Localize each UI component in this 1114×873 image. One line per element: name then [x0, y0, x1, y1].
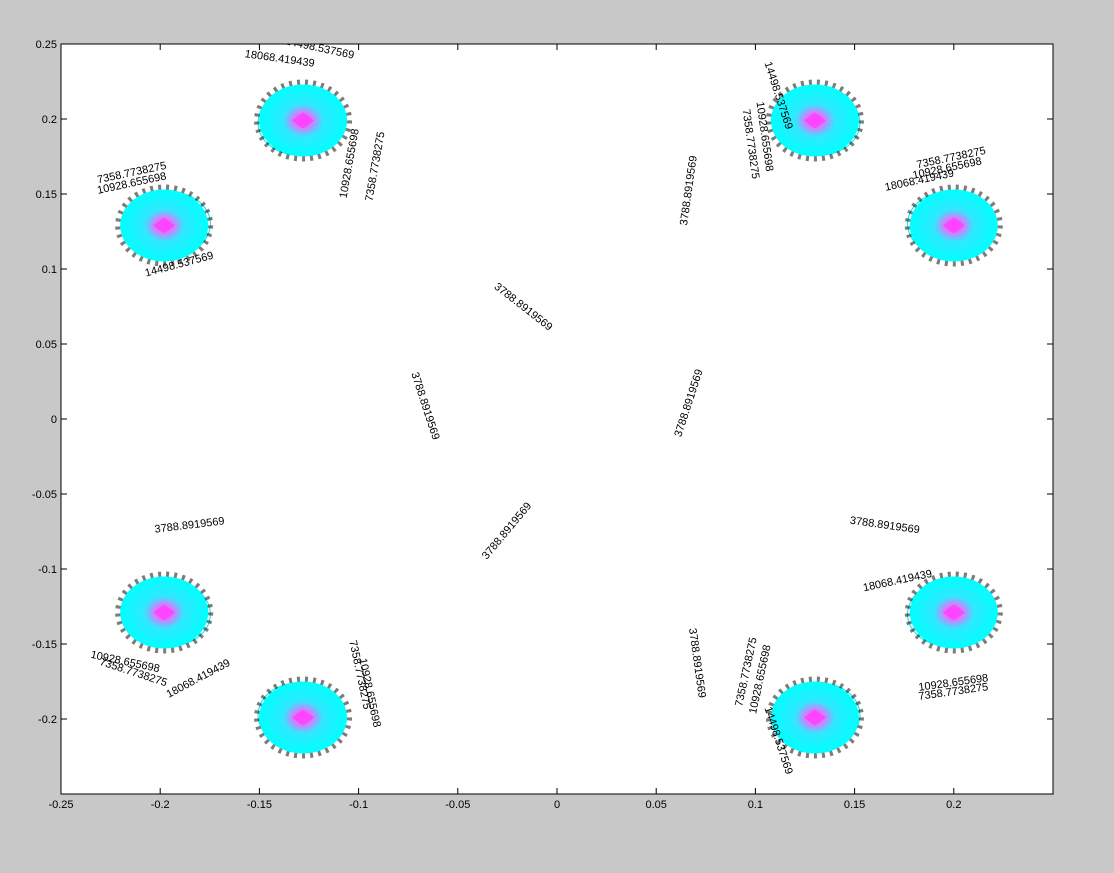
y-axis: 0.25 0.2 0.15 0.1 0.05 0 -0.05 -0.1 -0.15 -0.2	[32, 39, 1053, 726]
y-tick-label: -0.05	[32, 489, 57, 501]
peak-marker	[153, 217, 176, 234]
plot-area	[61, 44, 1053, 794]
label-clutter	[765, 676, 864, 759]
peak-marker	[292, 112, 315, 129]
x-tick-label: -0.2	[151, 799, 170, 811]
label-clutter	[115, 184, 214, 267]
y-tick-label: 0.2	[42, 114, 57, 126]
y-tick-label: -0.2	[38, 714, 57, 726]
x-tick-label: 0.1	[748, 799, 763, 811]
peak-marker	[292, 709, 315, 726]
y-tick-label: -0.1	[38, 564, 57, 576]
peak-marker	[942, 217, 965, 234]
x-tick-label: 0.15	[844, 799, 865, 811]
source-peaks	[115, 79, 1003, 759]
y-tick-label: 0.25	[36, 39, 57, 51]
x-tick-label: 0.2	[946, 799, 961, 811]
label-clutter	[115, 571, 214, 654]
x-tick-label: -0.25	[48, 799, 73, 811]
label-clutter	[254, 79, 353, 162]
x-tick-label: 0.05	[645, 799, 666, 811]
peak-marker	[803, 709, 826, 726]
y-tick-label: -0.15	[32, 639, 57, 651]
peak-marker	[803, 112, 826, 129]
x-tick-label: -0.15	[247, 799, 272, 811]
label-clutter	[904, 571, 1003, 654]
y-tick-label: 0.05	[36, 339, 57, 351]
x-tick-label: 0	[554, 799, 560, 811]
y-tick-label: 0.15	[36, 189, 57, 201]
label-clutter	[904, 184, 1003, 267]
x-tick-label: -0.05	[445, 799, 470, 811]
x-tick-label: -0.1	[349, 799, 368, 811]
label-clutter	[254, 676, 353, 759]
peak-marker	[153, 604, 176, 621]
x-axis: -0.25 -0.2 -0.15 -0.1 -0.05 0 0.05 0.1 0.15 0.2	[48, 44, 961, 811]
label-clutter	[765, 79, 864, 162]
y-tick-label: 0.1	[42, 264, 57, 276]
peak-marker	[942, 604, 965, 621]
y-tick-label: 0	[51, 414, 57, 426]
